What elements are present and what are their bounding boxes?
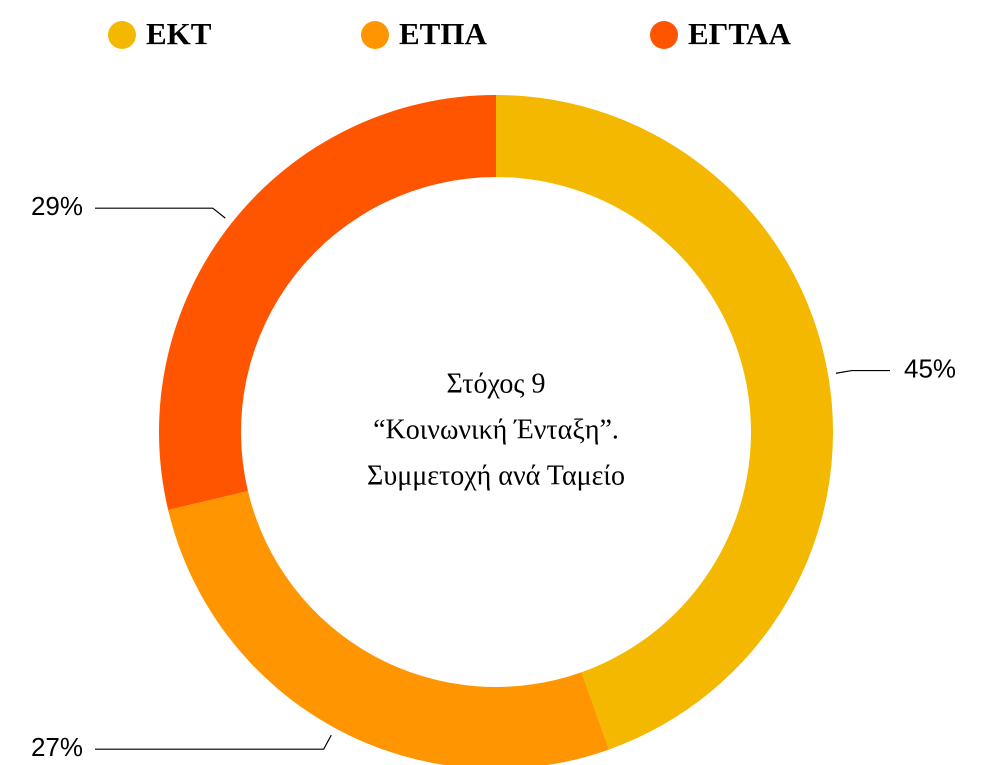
leader-line [95,734,332,750]
legend-swatch [361,21,389,49]
leader-line [95,207,226,219]
legend-label: ΕΤΠΑ [399,16,487,51]
legend-label: ΕΓΤΑΑ [688,16,791,51]
legend-swatch [650,21,678,49]
data-label: 45% [904,353,956,383]
chart-title: Στόχος 9 [447,368,546,399]
donut-segment [496,95,834,750]
chart-title: Συμμετοχή ανά Ταμείο [367,460,625,491]
data-label: 29% [31,191,83,221]
donut-segment [159,95,496,510]
legend-swatch [108,21,136,49]
chart-title: “Κοινωνική Ένταξη”. [373,414,619,445]
leader-line [835,369,890,374]
legend-label: ΕΚΤ [146,16,212,51]
donut-segment [168,490,610,765]
data-label: 27% [31,732,83,762]
